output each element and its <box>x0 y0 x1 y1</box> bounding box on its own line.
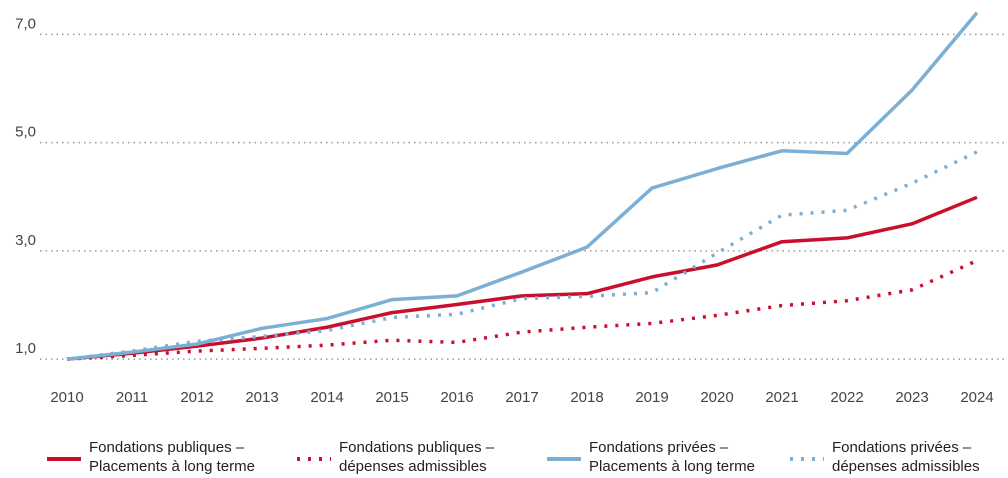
x-tick-label: 2014 <box>310 389 343 406</box>
y-tick-label: 7,0 <box>15 15 36 32</box>
y-tick-label: 3,0 <box>15 232 36 249</box>
x-tick-label: 2020 <box>700 389 733 406</box>
legend-label: Fondations publiques – Placements à long… <box>89 439 255 475</box>
x-tick-label: 2015 <box>375 389 408 406</box>
line-series <box>66 259 978 361</box>
legend-swatch <box>297 457 331 461</box>
x-tick-label: 2010 <box>50 389 83 406</box>
x-tick-label: 2017 <box>505 389 538 406</box>
x-tick-label: 2013 <box>245 389 278 406</box>
legend-swatch <box>47 457 81 461</box>
legend-label: Fondations publiques – dépenses admissib… <box>339 439 495 475</box>
legend-label: Fondations privées – dépenses admissible… <box>832 439 980 475</box>
line-series <box>66 195 978 361</box>
x-tick-label: 2023 <box>895 389 928 406</box>
x-tick-label: 2024 <box>960 389 993 406</box>
legend-label: Fondations privées – Placements à long t… <box>589 439 755 475</box>
x-tick-label: 2011 <box>116 389 148 406</box>
x-tick-label: 2022 <box>830 389 863 406</box>
legend-swatch <box>547 457 581 461</box>
chart: 1,0 3,0 5,0 7,0 2010 2011 2012 2013 2014 2015 2016… <box>15 11 1008 406</box>
x-tick-label: 2012 <box>180 389 213 406</box>
x-tick-label: 2019 <box>635 389 668 406</box>
x-tick-label: 2018 <box>570 389 603 406</box>
x-tick-label: 2016 <box>440 389 473 406</box>
line-series <box>66 11 979 361</box>
y-tick-label: 1,0 <box>15 340 36 357</box>
legend-swatch <box>790 457 824 461</box>
x-tick-label: 2021 <box>765 389 798 406</box>
line-series <box>66 150 978 361</box>
y-tick-label: 5,0 <box>15 124 36 141</box>
